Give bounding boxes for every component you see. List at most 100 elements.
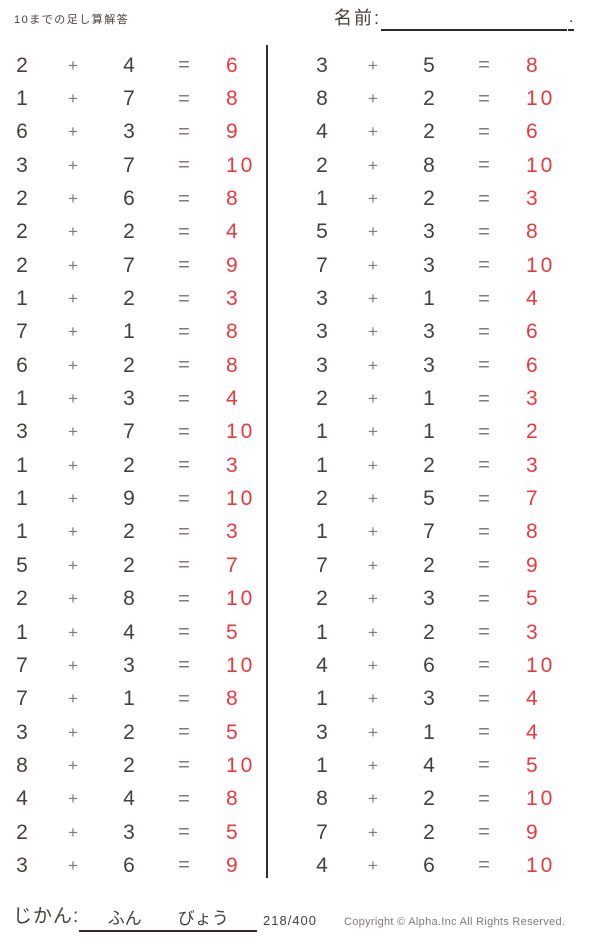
plus-icon: + (68, 255, 78, 275)
operand-b: 8 (423, 153, 435, 177)
problem-row: 2 +1 = 3 (308, 382, 590, 415)
operand-a: 1 (316, 520, 328, 544)
equals-icon: = (178, 454, 190, 477)
equals-icon: = (178, 554, 190, 577)
plus-icon: + (368, 655, 378, 675)
plus-icon: + (68, 389, 78, 409)
problem-row: 3 +1 = 4 (308, 716, 590, 749)
answer: 10 (526, 853, 556, 877)
operand-b: 1 (423, 387, 435, 411)
operand-a: 1 (316, 687, 328, 711)
plus-icon: + (68, 489, 78, 509)
operand-a: 7 (16, 687, 28, 711)
operand-b: 2 (423, 820, 435, 844)
plus-icon: + (368, 122, 378, 142)
answer: 4 (526, 287, 541, 311)
equals-icon: = (178, 154, 190, 177)
plus-icon: + (368, 455, 378, 475)
plus-icon: + (368, 522, 378, 542)
answer: 3 (226, 287, 241, 311)
answer: 5 (226, 820, 241, 844)
answer: 4 (526, 687, 541, 711)
plus-icon: + (368, 222, 378, 242)
operand-a: 2 (16, 587, 28, 611)
operand-a: 3 (16, 720, 28, 744)
equals-icon: = (478, 520, 490, 543)
answer: 10 (226, 487, 256, 511)
operand-a: 4 (16, 787, 28, 811)
plus-icon: + (368, 155, 378, 175)
problems-column-right: 3 +5 = 8 8 +2 = 10 4 +2 = 6 2 +8 = 10 1 +2 = 3 5 +3 = 8 7 +3 = 10 3 +… (308, 49, 590, 883)
answer: 7 (526, 487, 541, 511)
equals-icon: = (178, 120, 190, 143)
operand-b: 2 (123, 520, 135, 544)
equals-icon: = (178, 854, 190, 877)
operand-a: 2 (16, 820, 28, 844)
answer: 8 (226, 787, 241, 811)
problem-row: 1 +7 = 8 (308, 516, 590, 549)
plus-icon: + (68, 89, 78, 109)
plus-icon: + (368, 622, 378, 642)
problem-row: 4 +6 = 10 (308, 649, 590, 682)
operand-a: 5 (16, 553, 28, 577)
equals-icon: = (478, 687, 490, 710)
answer: 8 (226, 187, 241, 211)
plus-icon: + (368, 755, 378, 775)
answer: 8 (226, 320, 241, 344)
time-unit-seconds: びょう (177, 909, 229, 928)
answer: 5 (526, 587, 541, 611)
plus-icon: + (68, 55, 78, 75)
problem-row: 7 +3 = 10 (308, 249, 590, 282)
problem-row: 1 +2 = 3 (8, 449, 262, 482)
operand-b: 1 (423, 720, 435, 744)
plus-icon: + (68, 855, 78, 875)
operand-a: 2 (16, 220, 28, 244)
operand-b: 6 (123, 853, 135, 877)
answer: 2 (526, 420, 541, 444)
equals-icon: = (478, 220, 490, 243)
answer: 4 (226, 387, 241, 411)
operand-b: 3 (123, 387, 135, 411)
operand-a: 2 (316, 587, 328, 611)
problem-row: 5 +2 = 7 (8, 549, 262, 582)
answer: 10 (526, 653, 556, 677)
problem-row: 1 +2 = 3 (8, 282, 262, 315)
equals-icon: = (478, 454, 490, 477)
operand-a: 7 (16, 320, 28, 344)
answer: 8 (226, 87, 241, 111)
operand-b: 3 (423, 353, 435, 377)
answer: 9 (226, 120, 241, 144)
equals-icon: = (178, 54, 190, 77)
problem-row: 2 +3 = 5 (308, 583, 590, 616)
operand-b: 2 (123, 287, 135, 311)
problem-row: 1 +2 = 3 (308, 449, 590, 482)
time-unit-minutes: ふん (107, 909, 142, 928)
plus-icon: + (68, 655, 78, 675)
plus-icon: + (68, 822, 78, 842)
plus-icon: + (368, 389, 378, 409)
operand-a: 2 (316, 487, 328, 511)
operand-a: 3 (316, 320, 328, 344)
name-blank-line (381, 7, 568, 31)
time-field-area: じかん: ふん びょう (13, 902, 258, 932)
equals-icon: = (178, 487, 190, 510)
equals-icon: = (178, 587, 190, 610)
plus-icon: + (368, 422, 378, 442)
operand-a: 5 (316, 220, 328, 244)
operand-a: 1 (316, 420, 328, 444)
answer: 10 (226, 587, 256, 611)
plus-icon: + (68, 622, 78, 642)
operand-b: 7 (123, 253, 135, 277)
problem-row: 8 +2 = 10 (308, 783, 590, 816)
problem-row: 6 +3 = 9 (8, 116, 262, 149)
operand-a: 3 (316, 720, 328, 744)
operand-b: 2 (423, 87, 435, 111)
operand-b: 3 (423, 220, 435, 244)
operand-a: 3 (316, 287, 328, 311)
equals-icon: = (478, 721, 490, 744)
answer: 10 (226, 153, 256, 177)
answer: 4 (226, 220, 241, 244)
answer: 8 (526, 53, 541, 77)
operand-a: 1 (316, 620, 328, 644)
operand-a: 1 (16, 287, 28, 311)
